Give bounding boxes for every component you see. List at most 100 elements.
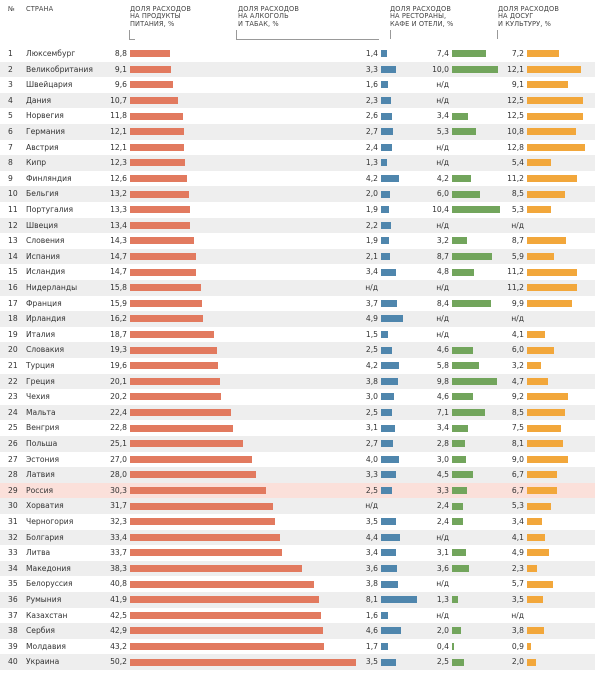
table-row: 12 Швеция 13,4 2,2 н/д н/д <box>0 217 595 234</box>
table-row: 15 Исландия 14,7 3,4 4,8 11,2 <box>0 264 595 280</box>
food-value-label: 12,1 <box>110 142 127 152</box>
alcohol-bar <box>381 409 392 417</box>
food-bar <box>130 315 203 323</box>
leisure-bar <box>527 346 554 354</box>
table-row: 24 Мальта 22,4 2,5 7,1 8,5 <box>0 404 595 421</box>
food-value-label: 14,7 <box>110 267 127 277</box>
food-bar <box>130 221 191 229</box>
alcohol-value-label: 4,2 <box>365 173 378 183</box>
food-value-label: 11,8 <box>110 111 127 121</box>
alcohol-value-label: 2,0 <box>365 189 378 199</box>
alcohol-bar <box>381 128 393 136</box>
table-row: 23 Чехия 20,2 3,0 4,6 9,2 <box>0 389 595 405</box>
food-bar <box>130 237 195 245</box>
food-bar <box>130 253 197 261</box>
leisure-value-label: 11,2 <box>507 283 524 292</box>
alcohol-bar <box>381 190 390 198</box>
alcohol-value-label: 4,4 <box>365 532 378 542</box>
header-alcohol-underline <box>236 39 379 40</box>
table-row: 37 Казахстан 42,5 1,6 н/д н/д <box>0 608 595 624</box>
leisure-value-label: 10,8 <box>507 127 524 136</box>
restaurants-value-label: 3,1 <box>436 548 449 558</box>
food-bar <box>130 455 252 463</box>
alcohol-value-label: 3,3 <box>365 64 378 74</box>
food-bar <box>130 611 322 619</box>
restaurants-bar <box>452 440 465 448</box>
table-row: 35 Белоруссия 40,8 3,8 н/д 5,7 <box>0 576 595 592</box>
food-value-label: 42,5 <box>110 610 127 620</box>
restaurants-bar <box>452 237 467 245</box>
food-bar <box>130 643 325 651</box>
alcohol-bar <box>381 346 392 354</box>
alcohol-bar <box>381 362 400 370</box>
country-name: Молдавия <box>26 641 66 651</box>
food-value-label: 18,7 <box>110 329 127 339</box>
food-bar <box>130 533 281 541</box>
country-name: Дания <box>26 95 52 105</box>
leisure-value-label: 7,5 <box>511 423 524 433</box>
leisure-bar <box>527 299 572 307</box>
leisure-value-label: 0,9 <box>511 641 524 651</box>
row-number: 33 <box>8 548 18 558</box>
table-row: 31 Черногория 32,3 3,5 2,4 3,4 <box>0 514 595 530</box>
row-number: 2 <box>8 64 13 74</box>
restaurants-value-label: 3,6 <box>436 563 449 573</box>
leisure-value-label: 5,3 <box>511 501 524 511</box>
country-name: Белоруссия <box>26 579 73 589</box>
food-bar <box>130 596 319 604</box>
alcohol-bar <box>381 65 396 73</box>
leisure-bar <box>527 658 536 666</box>
alcohol-value-label: 1,9 <box>365 205 378 214</box>
country-name: Великобритания <box>26 64 93 74</box>
country-name: Сербия <box>26 626 55 636</box>
table-row: 30 Хорватия 31,7 н/д 2,4 5,3 <box>0 498 595 514</box>
table-row: 11 Португалия 13,3 1,9 10,4 5,3 <box>0 202 595 218</box>
row-number: 11 <box>8 205 18 214</box>
header-food: ДОЛЯ РАСХОДОВ НА ПРОДУКТЫ ПИТАНИЯ, % <box>130 5 191 28</box>
alcohol-bar <box>381 268 396 276</box>
restaurants-value-label: н/д <box>436 610 449 620</box>
restaurants-bar <box>452 565 469 573</box>
leisure-bar <box>527 487 558 495</box>
country-name: Германия <box>26 127 65 136</box>
alcohol-value-label: 3,4 <box>365 267 378 277</box>
leisure-bar <box>527 471 558 479</box>
leisure-value-label: 8,5 <box>511 189 524 199</box>
restaurants-value-label: 2,8 <box>436 439 449 448</box>
leisure-bar <box>527 159 552 167</box>
food-bar <box>130 393 221 401</box>
alcohol-bar <box>381 533 401 541</box>
food-bar <box>130 487 267 495</box>
restaurants-value-label: 4,6 <box>436 392 449 402</box>
leisure-bar <box>527 377 549 385</box>
country-name: Латвия <box>26 470 55 480</box>
food-bar <box>130 81 174 89</box>
alcohol-bar <box>381 299 398 307</box>
leisure-bar <box>527 65 582 73</box>
restaurants-bar <box>452 502 464 510</box>
restaurants-bar <box>452 362 479 370</box>
row-number: 10 <box>8 189 18 199</box>
leisure-value-label: 9,1 <box>511 80 524 90</box>
leisure-value-label: 3,8 <box>511 626 524 636</box>
restaurants-bar <box>452 377 498 385</box>
food-bar <box>130 143 185 151</box>
alcohol-bar <box>381 658 397 666</box>
row-number: 1 <box>8 49 13 58</box>
food-value-label: 19,6 <box>110 361 127 370</box>
table-row: 34 Македония 38,3 3,6 3,6 2,3 <box>0 560 595 577</box>
row-number: 4 <box>8 95 13 105</box>
food-value-label: 13,2 <box>110 189 127 199</box>
country-name: Украина <box>26 657 60 667</box>
table-row: 40 Украина 50,2 3,5 2,5 2,0 <box>0 654 595 670</box>
row-number: 20 <box>8 345 18 355</box>
alcohol-bar <box>381 175 400 183</box>
food-value-label: 50,2 <box>110 657 127 667</box>
row-number: 24 <box>8 407 18 417</box>
alcohol-value-label: 1,5 <box>365 329 378 339</box>
header-leisure-tick <box>497 30 498 39</box>
restaurants-value-label: 4,5 <box>436 470 449 480</box>
food-bar <box>130 268 197 276</box>
food-value-label: 10,7 <box>110 95 127 105</box>
leisure-bar <box>527 455 568 463</box>
